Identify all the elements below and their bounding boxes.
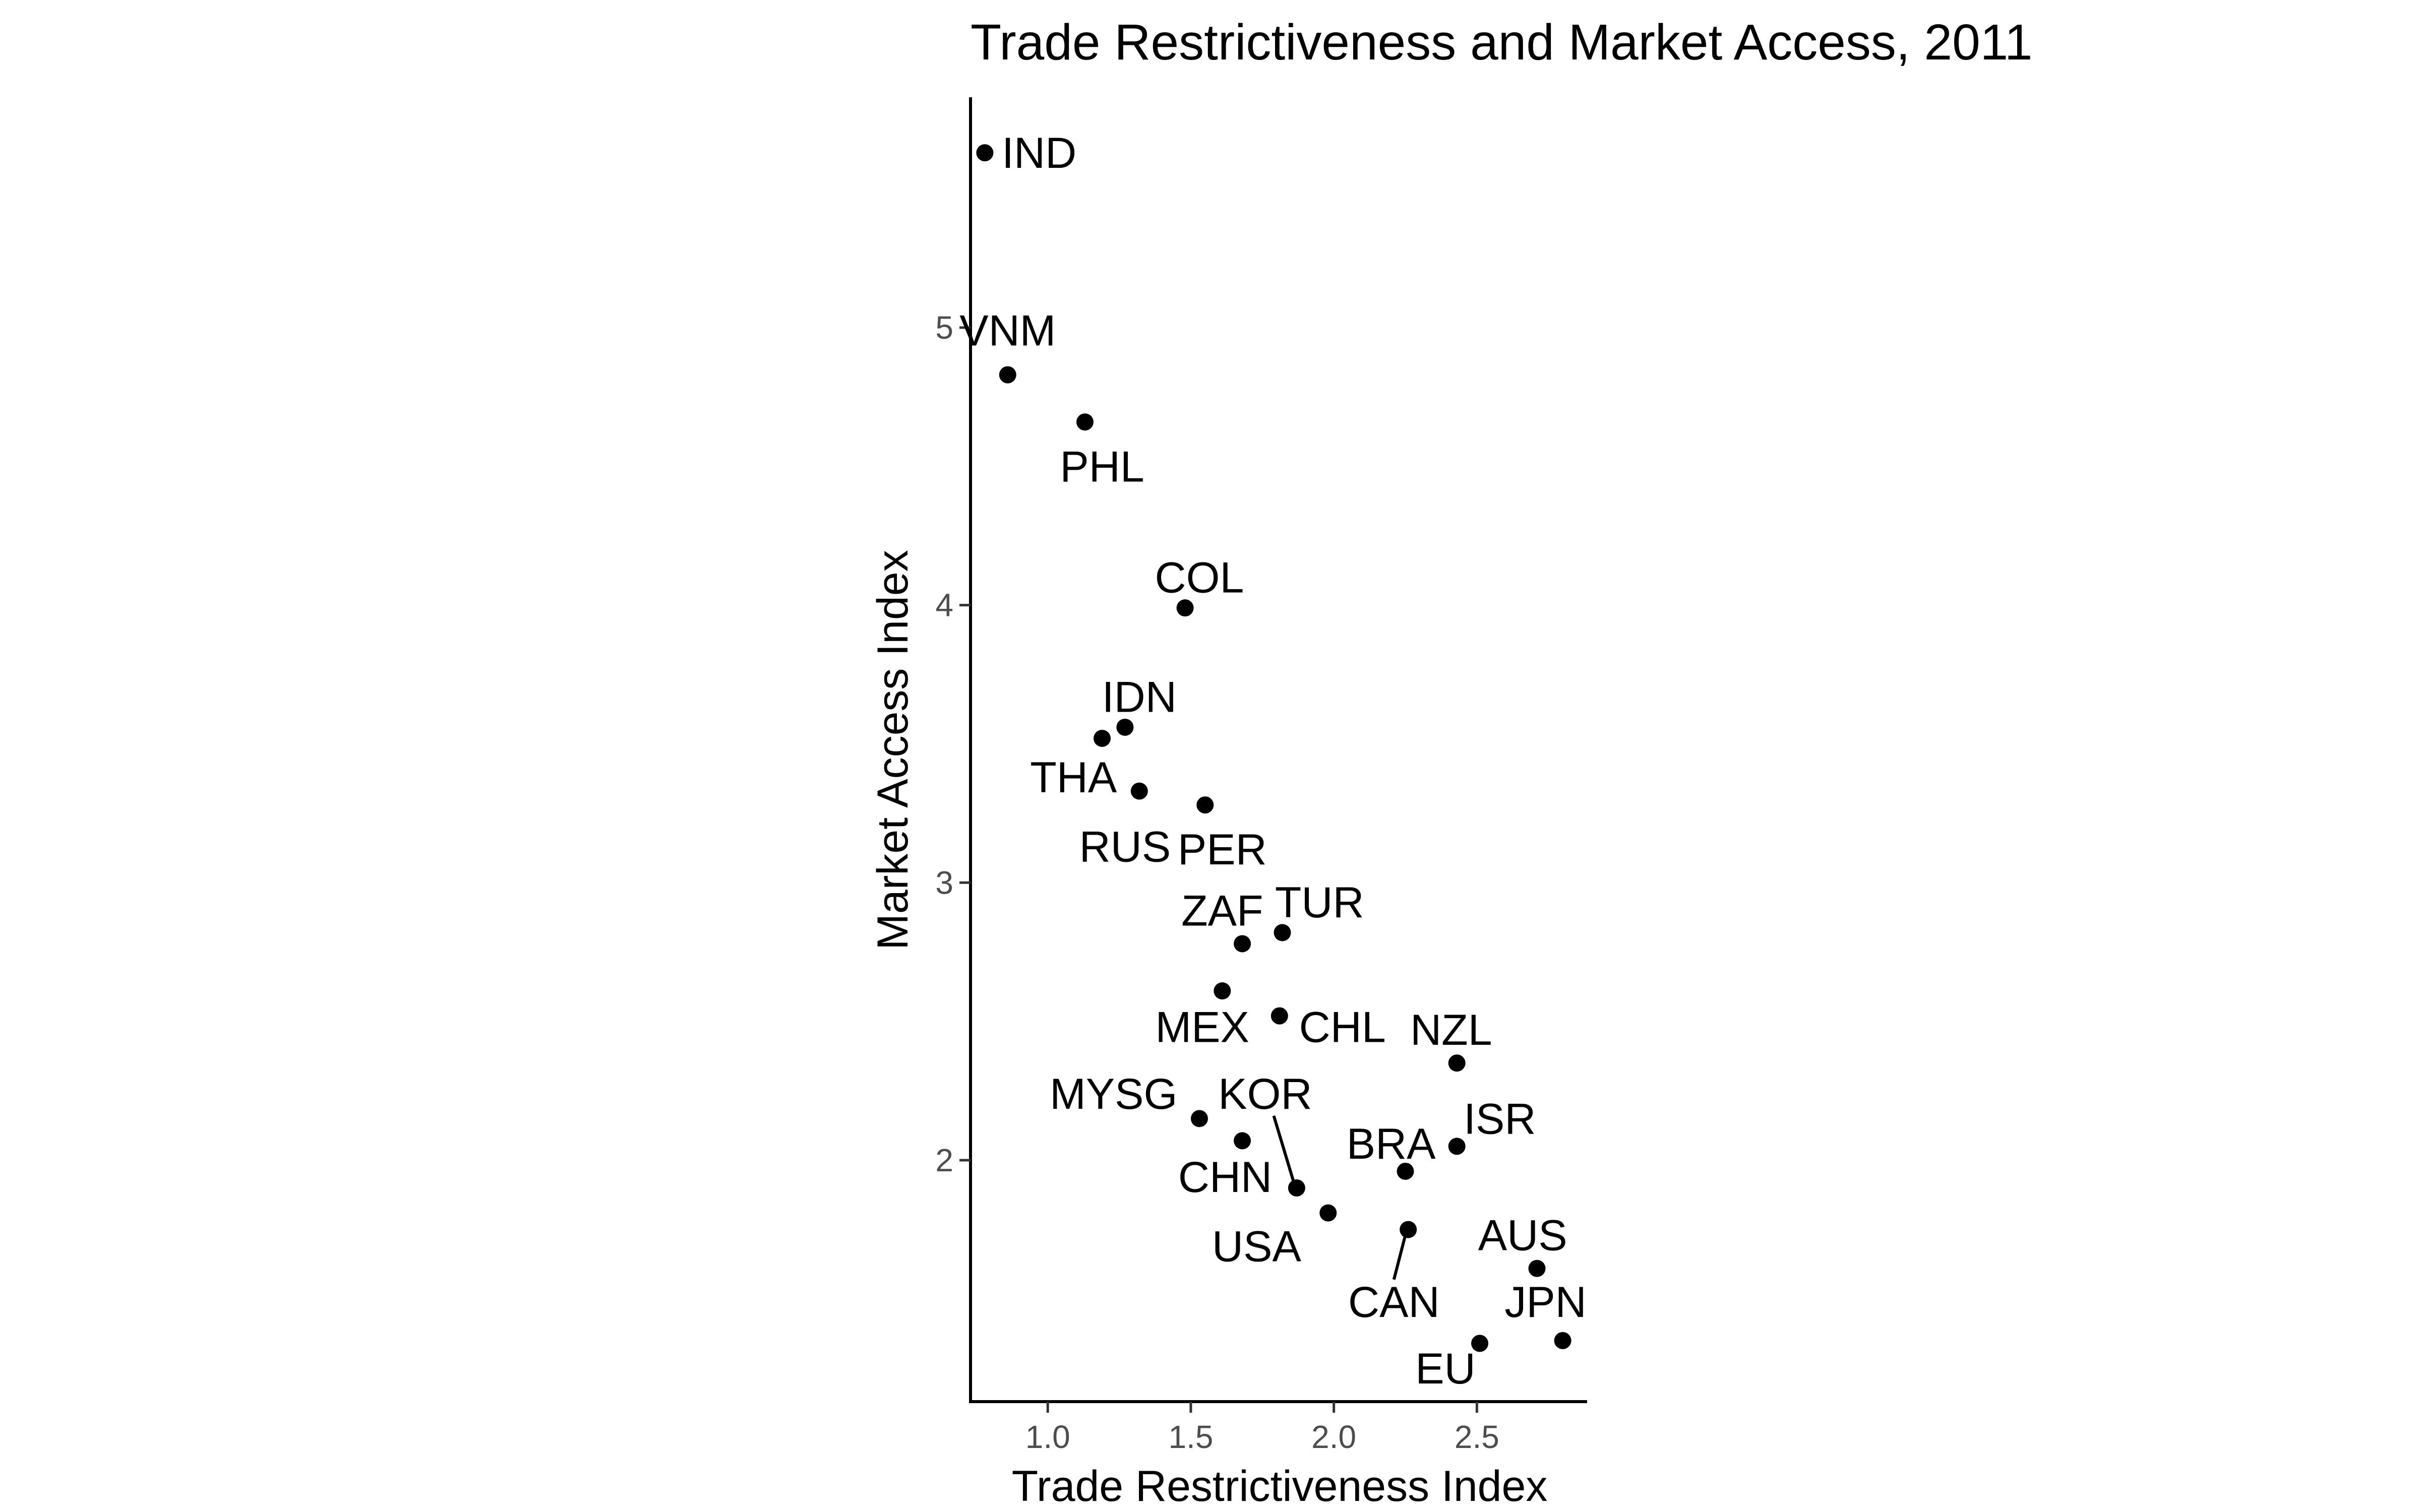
y-axis-ticks: 2 3 4 5 — [935, 309, 971, 1178]
point-jpn — [1554, 1332, 1571, 1349]
y-axis-title: Market Access Index — [869, 550, 917, 950]
point-usa — [1319, 1204, 1337, 1222]
point-aus — [1528, 1259, 1546, 1277]
point-label-ind: IND — [1002, 129, 1076, 177]
point-nzl — [1448, 1054, 1466, 1072]
data-points — [976, 144, 1571, 1352]
x-axis-ticks: 1.0 1.5 2.0 2.5 — [1025, 1402, 1499, 1455]
point-mysg — [1190, 1110, 1208, 1127]
point-label-idn: IDN — [1102, 673, 1177, 721]
point-label-chn: CHN — [1178, 1153, 1272, 1202]
x-tick-label: 2.0 — [1311, 1419, 1356, 1455]
point-per — [1196, 796, 1214, 814]
point-ind — [976, 144, 994, 162]
point-label-bra: BRA — [1347, 1120, 1436, 1168]
point-col — [1176, 599, 1194, 617]
point-vnm — [999, 366, 1016, 384]
point-label-nzl: NZL — [1410, 1006, 1492, 1054]
point-label-eu: EU — [1415, 1345, 1475, 1393]
point-isr — [1448, 1138, 1466, 1155]
point-tha — [1094, 729, 1111, 747]
point-mex — [1214, 982, 1231, 1000]
point-phl — [1076, 413, 1094, 431]
label-leader-lines — [1272, 1115, 1407, 1280]
point-kor — [1288, 1179, 1305, 1197]
y-tick-label: 4 — [935, 587, 953, 623]
point-chn — [1234, 1132, 1251, 1150]
point-label-col: COL — [1155, 554, 1244, 602]
point-label-zaf: ZAF — [1181, 887, 1263, 935]
point-label-aus: AUS — [1478, 1212, 1567, 1260]
x-tick-label: 1.5 — [1168, 1419, 1213, 1455]
point-label-chl: CHL — [1299, 1003, 1386, 1052]
point-label-tur: TUR — [1275, 878, 1364, 927]
leader-line-kor — [1272, 1115, 1296, 1183]
point-label-vnm: VNM — [959, 307, 1056, 355]
point-label-mysg: MYSG — [1050, 1070, 1177, 1118]
point-label-rus: RUS — [1079, 823, 1171, 871]
point-label-mex: MEX — [1155, 1003, 1249, 1052]
y-tick-label: 5 — [935, 309, 953, 346]
point-tur — [1274, 924, 1291, 941]
x-tick-label: 2.5 — [1455, 1419, 1499, 1455]
point-idn — [1116, 718, 1134, 736]
point-chl — [1270, 1007, 1288, 1025]
x-axis-title: Trade Restrictiveness Index — [1012, 1462, 1548, 1510]
y-tick-label: 3 — [935, 864, 953, 901]
chart-title: Trade Restrictiveness and Market Access,… — [971, 14, 2033, 71]
x-tick-label: 1.0 — [1025, 1419, 1070, 1455]
point-label-tha: THA — [1030, 753, 1117, 802]
point-bra — [1397, 1162, 1414, 1180]
y-tick-label: 2 — [935, 1142, 953, 1178]
point-label-kor: KOR — [1218, 1070, 1312, 1118]
point-label-jpn: JPN — [1504, 1278, 1586, 1327]
point-rus — [1130, 782, 1148, 800]
point-zaf — [1234, 935, 1251, 953]
point-eu — [1471, 1335, 1489, 1352]
point-label-phl: PHL — [1060, 443, 1144, 491]
point-label-per: PER — [1178, 826, 1267, 874]
point-can — [1400, 1221, 1417, 1238]
point-label-usa: USA — [1212, 1223, 1301, 1271]
leader-line-can — [1392, 1234, 1407, 1280]
point-label-can: CAN — [1348, 1278, 1440, 1327]
point-label-isr: ISR — [1464, 1095, 1536, 1143]
